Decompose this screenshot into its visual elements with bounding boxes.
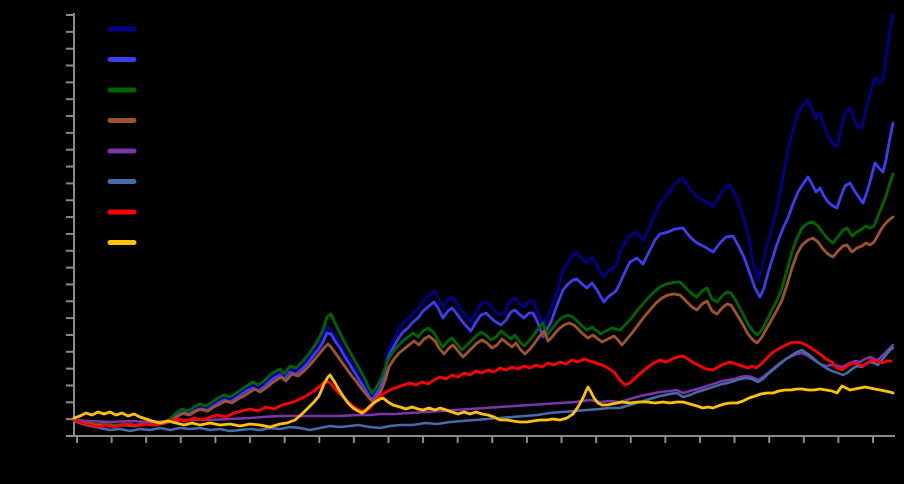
series-lines	[72, 13, 895, 433]
series-line-gold	[72, 373, 895, 429]
series-line-blue	[72, 121, 895, 428]
series-line-dark-green	[72, 172, 895, 427]
series-line-steel-blue	[72, 346, 895, 433]
axes	[66, 13, 895, 443]
legend	[107, 26, 137, 245]
series-line-brown	[72, 215, 895, 428]
series-line-red	[72, 340, 893, 429]
series-line-navy	[72, 13, 895, 428]
